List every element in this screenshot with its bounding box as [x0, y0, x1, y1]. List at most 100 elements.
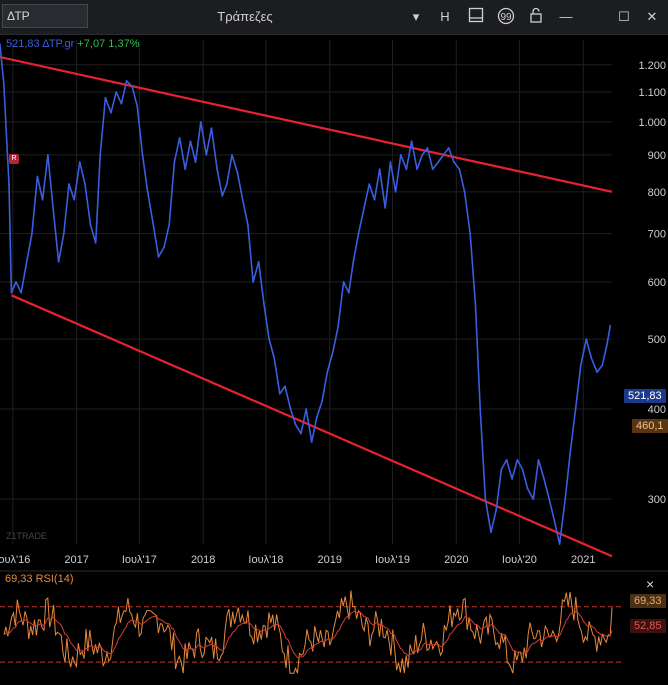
price-point — [284, 385, 286, 388]
price-point — [157, 255, 160, 258]
price-point — [89, 223, 92, 226]
price-point — [173, 161, 176, 163]
close-window-button[interactable]: ✕ — [646, 9, 658, 24]
price-point — [15, 281, 17, 283]
price-point — [363, 207, 365, 209]
price-point — [368, 183, 371, 185]
price-point — [609, 324, 612, 327]
symbol-input[interactable]: ΔΤΡ — [2, 4, 88, 28]
channel-line-lower — [11, 294, 613, 558]
price-series — [0, 43, 612, 545]
maximize-button[interactable]: ☐ — [618, 9, 630, 24]
x-tick-label: 2019 — [318, 554, 342, 566]
price-point — [416, 168, 419, 171]
price-point — [31, 232, 33, 235]
rsi-legend-label: RSI(14) — [35, 573, 74, 585]
price-point — [210, 127, 213, 130]
x-axis: Ιουλ'16 2017 Ιουλ'17 2018 Ιουλ'18 2019 Ιουλ'19… — [0, 554, 595, 566]
price-point — [321, 400, 324, 403]
minimize-button[interactable]: — — [559, 9, 573, 24]
price-point — [558, 543, 561, 545]
y-tick-label: 700 — [648, 229, 666, 241]
y-axis: 300 400 500 600 700 800 900 1.000 1.100 1.200 — [638, 60, 666, 506]
r-marker[interactable]: R — [9, 154, 19, 164]
rsi-badge-current: 69,33 — [630, 594, 666, 608]
y-tick-label: 600 — [648, 277, 666, 289]
price-point — [194, 161, 197, 163]
price-point — [2, 82, 5, 85]
x-tick-label: Ιουλ'16 — [0, 554, 30, 566]
x-tick-label: 2020 — [444, 554, 468, 566]
x-tick-label: Ιουλ'18 — [248, 554, 283, 566]
price-point — [252, 281, 255, 283]
y-tick-label: 300 — [648, 494, 666, 506]
chevron-down-icon[interactable]: ▾ — [412, 9, 420, 24]
y-tick-label: 800 — [648, 187, 666, 199]
price-point — [236, 171, 239, 174]
watermark: Z1TRADE — [6, 531, 48, 541]
channel-line-upper — [0, 55, 613, 193]
y-tick-label: 400 — [648, 404, 666, 416]
price-point — [225, 183, 228, 185]
lock-icon[interactable] — [526, 7, 546, 27]
price-point — [596, 371, 598, 374]
price-point — [262, 302, 265, 305]
price-point — [94, 241, 97, 244]
price-point — [125, 79, 128, 82]
price-point — [184, 168, 187, 171]
price-point — [495, 508, 498, 511]
price-point — [526, 487, 529, 490]
price-point — [579, 364, 582, 367]
price-point — [574, 408, 577, 410]
price-point — [543, 478, 545, 480]
price-point — [189, 140, 192, 143]
price-point — [458, 168, 461, 171]
price-point — [152, 223, 155, 226]
rsi-ma-line — [3, 610, 613, 659]
price-badge-current: 521,83 — [624, 389, 666, 403]
price-point — [178, 137, 181, 139]
x-tick-label: 2018 — [191, 554, 215, 566]
price-point — [62, 232, 65, 235]
price-point — [278, 392, 281, 395]
price-point — [373, 198, 376, 201]
legend-price: 521,83 — [6, 38, 40, 50]
price-point — [257, 260, 260, 263]
price-point — [521, 468, 524, 471]
h-button[interactable]: H — [440, 9, 450, 24]
x-tick-label: 2021 — [571, 554, 595, 566]
price-point — [110, 111, 112, 114]
price-point — [410, 140, 413, 143]
rsi-legend-value: 69,33 — [5, 573, 33, 585]
price-point — [553, 519, 556, 522]
price-point — [68, 183, 70, 185]
price-point — [131, 85, 134, 88]
price-point — [294, 424, 297, 426]
price-point — [168, 223, 171, 226]
price-point — [231, 154, 233, 156]
price-point — [537, 459, 540, 461]
price-point — [384, 207, 387, 209]
price-point — [41, 198, 44, 201]
quote-icon[interactable]: 99 — [496, 7, 516, 27]
price-point — [199, 121, 202, 123]
channel-lines — [0, 55, 613, 558]
price-point — [141, 154, 144, 156]
price-point — [241, 198, 244, 201]
price-point — [357, 232, 360, 235]
price-point — [426, 147, 429, 149]
price-point — [289, 408, 292, 410]
y-tick-label: 900 — [648, 150, 666, 162]
y-tick-label: 500 — [648, 334, 666, 346]
rsi-legend: 69,33 RSI(14) — [5, 573, 74, 585]
price-point — [115, 91, 118, 93]
price-point — [120, 102, 123, 105]
price-point — [221, 194, 224, 197]
panel-icon[interactable] — [466, 7, 486, 27]
rsi-close-button[interactable]: × — [646, 576, 655, 592]
y-tick-label: 1.200 — [638, 60, 666, 72]
price-point — [500, 468, 503, 471]
price-point — [300, 432, 302, 435]
price-point — [605, 344, 608, 347]
